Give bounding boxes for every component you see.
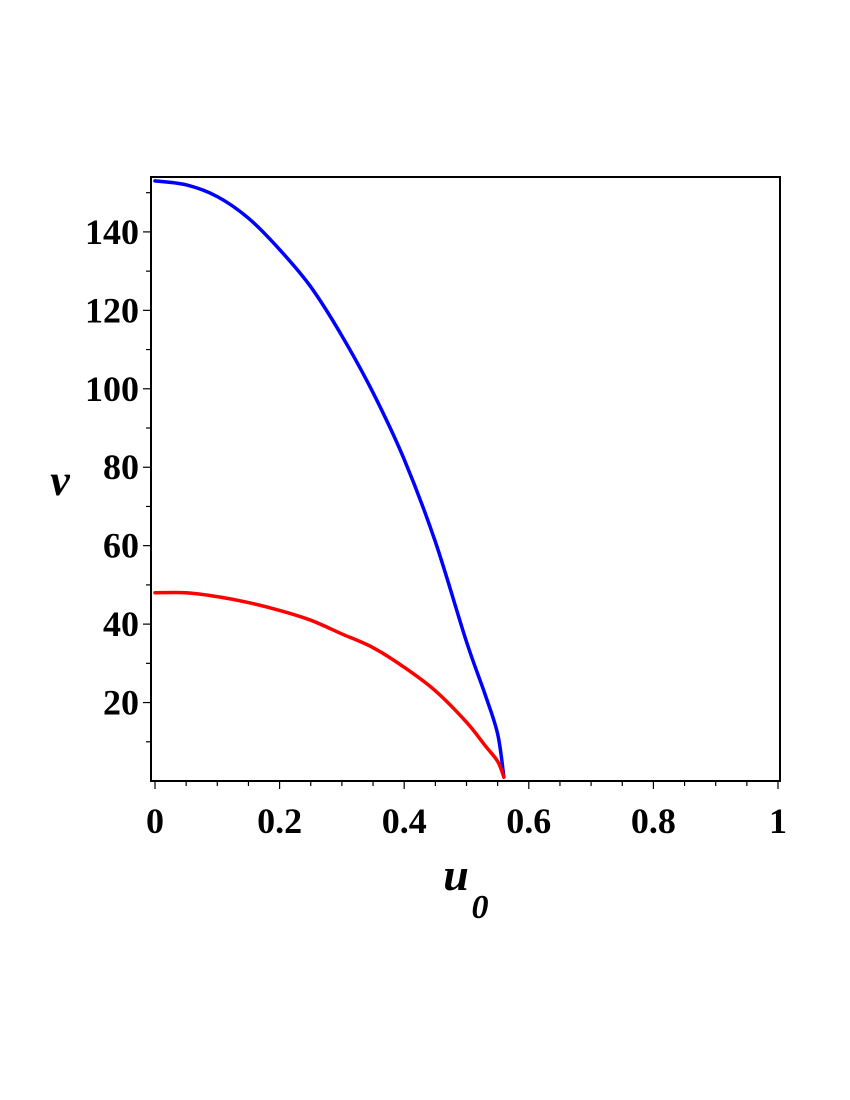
plot-frame xyxy=(150,176,781,782)
x-tick-label: 0.2 xyxy=(257,801,302,841)
y-tick-label: 120 xyxy=(85,290,139,330)
x-axis-label: u xyxy=(443,849,469,900)
x-tick-label: 0.6 xyxy=(506,801,551,841)
series-line-1 xyxy=(153,179,506,779)
y-tick-label: 40 xyxy=(103,604,139,644)
y-tick-label: 60 xyxy=(103,526,139,566)
y-tick-label: 80 xyxy=(103,447,139,487)
series-layer xyxy=(153,179,506,779)
series-line-2 xyxy=(153,590,506,779)
x-tick-label: 1 xyxy=(769,801,787,841)
x-tick-label: 0.4 xyxy=(382,801,427,841)
x-tick-label: 0 xyxy=(146,801,164,841)
y-tick-label: 100 xyxy=(85,369,139,409)
x-axis-label-subscript: 0 xyxy=(472,889,489,926)
x-tick-label: 0.8 xyxy=(631,801,676,841)
axis-ticks xyxy=(143,192,779,789)
y-tick-label: 140 xyxy=(85,212,139,252)
y-tick-label: 20 xyxy=(103,683,139,723)
y-axis-label: v xyxy=(50,456,70,505)
